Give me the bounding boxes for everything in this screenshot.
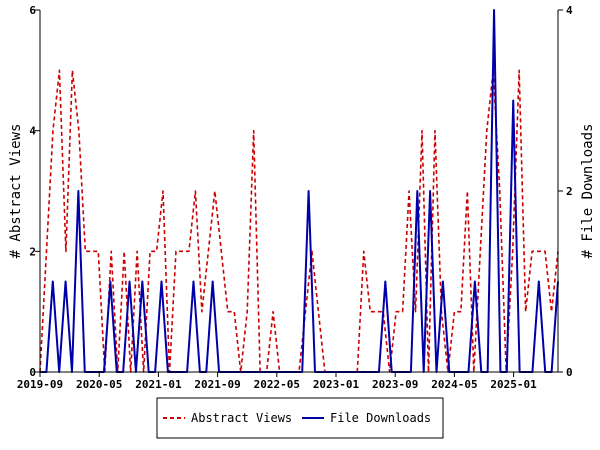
y-right-tick-label-2: 4 [566, 4, 573, 17]
legend-label-views: Abstract Views [191, 411, 292, 425]
y-left-tick-label-0: 0 [29, 366, 36, 379]
y-left-tick-label-3: 6 [29, 4, 36, 17]
y-right-tick-label-0: 0 [566, 366, 573, 379]
ticks-layer: 2019-09 2020-05 2021-01 2021-09 2022-05 2023-… [17, 4, 573, 391]
x-tick-label-6: 2023-09 [372, 378, 418, 391]
x-tick-label-5: 2023-01 [313, 378, 360, 391]
y-left-tick-label-2: 4 [29, 125, 36, 138]
x-tick-label-8: 2025-01 [490, 378, 537, 391]
x-tick-label-1: 2020-05 [76, 378, 122, 391]
x-tick-label-3: 2021-09 [194, 378, 240, 391]
x-tick-label-2: 2021-01 [135, 378, 182, 391]
y-right-tick-label-1: 2 [566, 185, 573, 198]
legend: Abstract Views File Downloads [156, 397, 444, 439]
x-tick-label-0: 2019-09 [17, 378, 63, 391]
x-tick-label-4: 2022-05 [254, 378, 300, 391]
legend-label-downloads: File Downloads [330, 411, 431, 425]
y-left-tick-label-1: 2 [29, 245, 36, 258]
series-line-abstract-views [39, 69, 559, 373]
plot-area [40, 10, 558, 372]
x-tick-label-7: 2024-05 [431, 378, 477, 391]
y-axis-title-right: # File Downloads [580, 124, 596, 259]
y-axis-title-left: # Abstract Views [8, 124, 24, 259]
legend-box [156, 397, 444, 439]
